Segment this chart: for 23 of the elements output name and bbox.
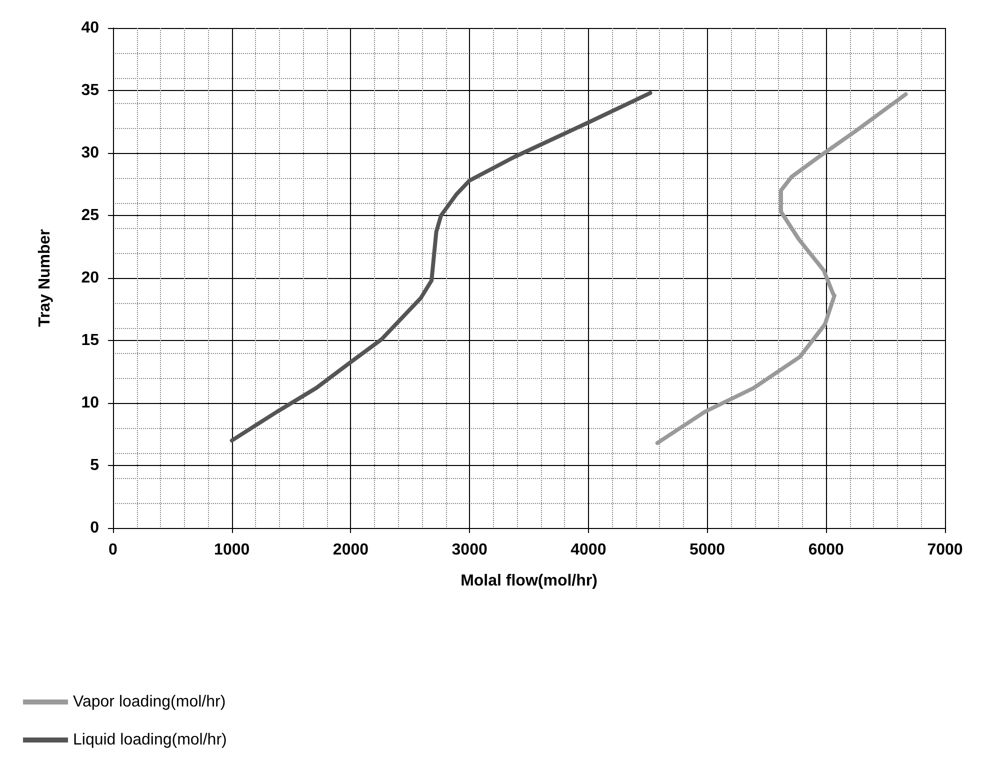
y-tick-label: 25	[81, 207, 100, 224]
legend-label: Vapor loading(mol/hr)	[73, 694, 226, 710]
y-tick-label: 35	[81, 82, 100, 99]
x-tick-label: 3000	[452, 542, 488, 558]
x-tick-label: 0	[108, 542, 118, 558]
legend-label: Liquid loading(mol/hr)	[73, 732, 227, 748]
x-tick-label: 7000	[927, 542, 963, 558]
y-tick-label: 15	[81, 332, 100, 349]
y-tick-label: 5	[90, 457, 100, 474]
x-tick-label: 5000	[689, 542, 726, 558]
x-tick-label: 4000	[570, 542, 606, 558]
y-tick-label: 30	[81, 144, 100, 162]
y-tick-label: 20	[81, 270, 100, 286]
y-axis-title: Tray Number	[36, 229, 54, 327]
x-axis-title: Molal flow(mol/hr)	[460, 572, 598, 590]
y-tick-label: 0	[90, 520, 100, 536]
line-series	[655, 92, 908, 445]
x-tick-label: 1000	[214, 542, 250, 558]
line-series	[230, 91, 652, 442]
y-tick-label: 10	[81, 394, 100, 412]
x-tick-label: 6000	[808, 542, 844, 558]
y-tick-label: 40	[81, 20, 100, 36]
x-tick-label: 2000	[332, 542, 369, 558]
